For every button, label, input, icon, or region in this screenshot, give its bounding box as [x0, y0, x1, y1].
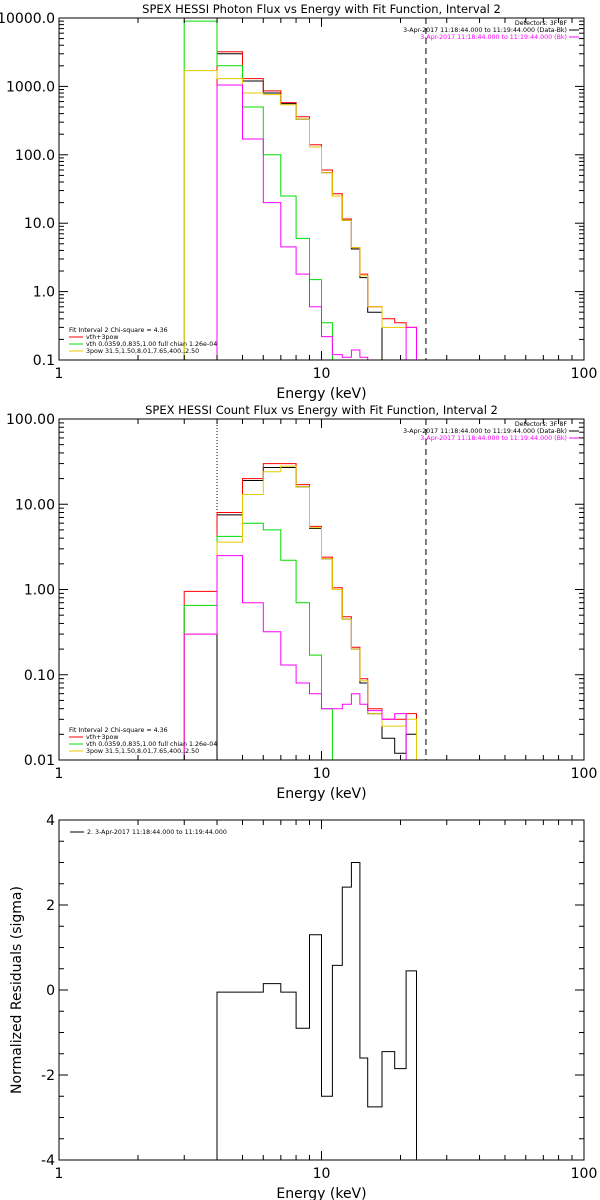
- x-axis-label: Energy (keV): [276, 386, 366, 402]
- x-axis-label: Energy (keV): [276, 786, 366, 802]
- x-tick-label: 10: [313, 1166, 331, 1182]
- info-line: 3-Apr-2017 11:18:44.000 to 11:19:44.000 …: [403, 27, 567, 34]
- y-tick-label: -2: [41, 1068, 55, 1084]
- info-line: 3-Apr-2017 11:18:44.000 to 11:19:44.000 …: [420, 435, 567, 442]
- legend-item: 3pow 31.5,1.50,8.01,7.65,400.,2.50: [86, 348, 199, 355]
- chart-panel-1: 1 10 100 0.1 1.0 10.0 100.0 1000.0 10000.0 SPEX H…: [0, 2, 597, 402]
- info-line: 3-Apr-2017 11:18:44.000 to 11:19:44.000 …: [420, 34, 567, 41]
- y-tick-label: 10000.0: [0, 11, 55, 27]
- y-tick-label: 0.10: [24, 668, 55, 684]
- legend-item: 2. 3-Apr-2017 11:18:44.000 to 11:19:44.0…: [87, 829, 227, 836]
- series-line-thermal: [183, 522, 343, 760]
- y-tick-label: 10.00: [15, 497, 55, 513]
- x-tick-label: 10: [313, 766, 331, 782]
- x-axis-label: Energy (keV): [276, 1186, 366, 1200]
- y-tick-label: -4: [41, 1153, 55, 1169]
- series-group: [216, 862, 417, 1160]
- chart-title: SPEX HESSI Photon Flux vs Energy with Fi…: [142, 2, 501, 16]
- series-line-total: [216, 51, 417, 360]
- y-tick-label: 1.0: [33, 285, 55, 301]
- y-tick-label: 0: [46, 983, 55, 999]
- y-tick-label: 2: [46, 898, 55, 914]
- info-line: Detectors: 3F 8F: [515, 20, 567, 27]
- x-tick-label: 10: [313, 366, 331, 382]
- chart-panel-3: 1 10 100 -4 -2 0 2 4 Energy (keV) Normalized Resi…: [9, 813, 597, 1200]
- legend-item: vth 0.0359,0.835,1.00 full chian 1.26e-0…: [86, 741, 217, 748]
- x-tick-label: 1: [55, 366, 64, 382]
- series-line-powerlaw: [183, 70, 417, 360]
- y-tick-label: 10.0: [24, 216, 55, 232]
- legend-item: vth+3pow: [86, 734, 118, 741]
- legend-header: Fit Interval 2 Chi-square = 4.36: [69, 727, 168, 734]
- legend-header: Fit Interval 2 Chi-square = 4.36: [69, 327, 168, 334]
- chart-panel-2: 1 10 100 0.01 0.10 1.00 10.00 100.00 SPEX HESSI …: [6, 403, 597, 802]
- series-line-powerlaw: [183, 465, 417, 760]
- info-line: 3-Apr-2017 11:18:44.000 to 11:19:44.000 …: [403, 428, 567, 435]
- x-tick-label: 100: [571, 766, 598, 782]
- y-tick-label: 100.00: [6, 412, 55, 428]
- legend-item: vth+3pow: [86, 334, 118, 341]
- x-tick-label: 1: [55, 1166, 64, 1182]
- x-tick-label: 100: [571, 1166, 598, 1182]
- y-tick-label: 4: [46, 813, 55, 829]
- series-group: [183, 463, 417, 760]
- chart-title: SPEX HESSI Count Flux vs Energy with Fit…: [145, 403, 498, 417]
- y-tick-label: 0.01: [24, 753, 55, 769]
- series-line-background: [216, 84, 417, 360]
- series-line-data: [216, 467, 417, 760]
- y-tick-label: 1000.0: [6, 79, 55, 95]
- legend-item: 3pow 31.5,1.50,8.01,7.65,400.,2.50: [86, 748, 199, 755]
- y-axis-label: Normalized Residuals (sigma): [9, 886, 25, 1094]
- x-tick-label: 100: [571, 366, 598, 382]
- y-tick-label: 1.00: [24, 583, 55, 599]
- series-line-2-3-apr-2017-11-18-44-000-to-11-19-44-000: [216, 862, 417, 1160]
- info-line: Detectors: 3F 8F: [515, 421, 567, 428]
- series-line-background: [183, 555, 407, 760]
- series-line-data: [216, 53, 407, 360]
- series-group: [183, 20, 417, 360]
- legend-item: vth 0.0359,0.835,1.00 full chian 1.26e-0…: [86, 341, 217, 348]
- y-tick-label: 0.1: [33, 353, 55, 369]
- y-tick-label: 100.0: [15, 148, 55, 164]
- x-tick-label: 1: [55, 766, 64, 782]
